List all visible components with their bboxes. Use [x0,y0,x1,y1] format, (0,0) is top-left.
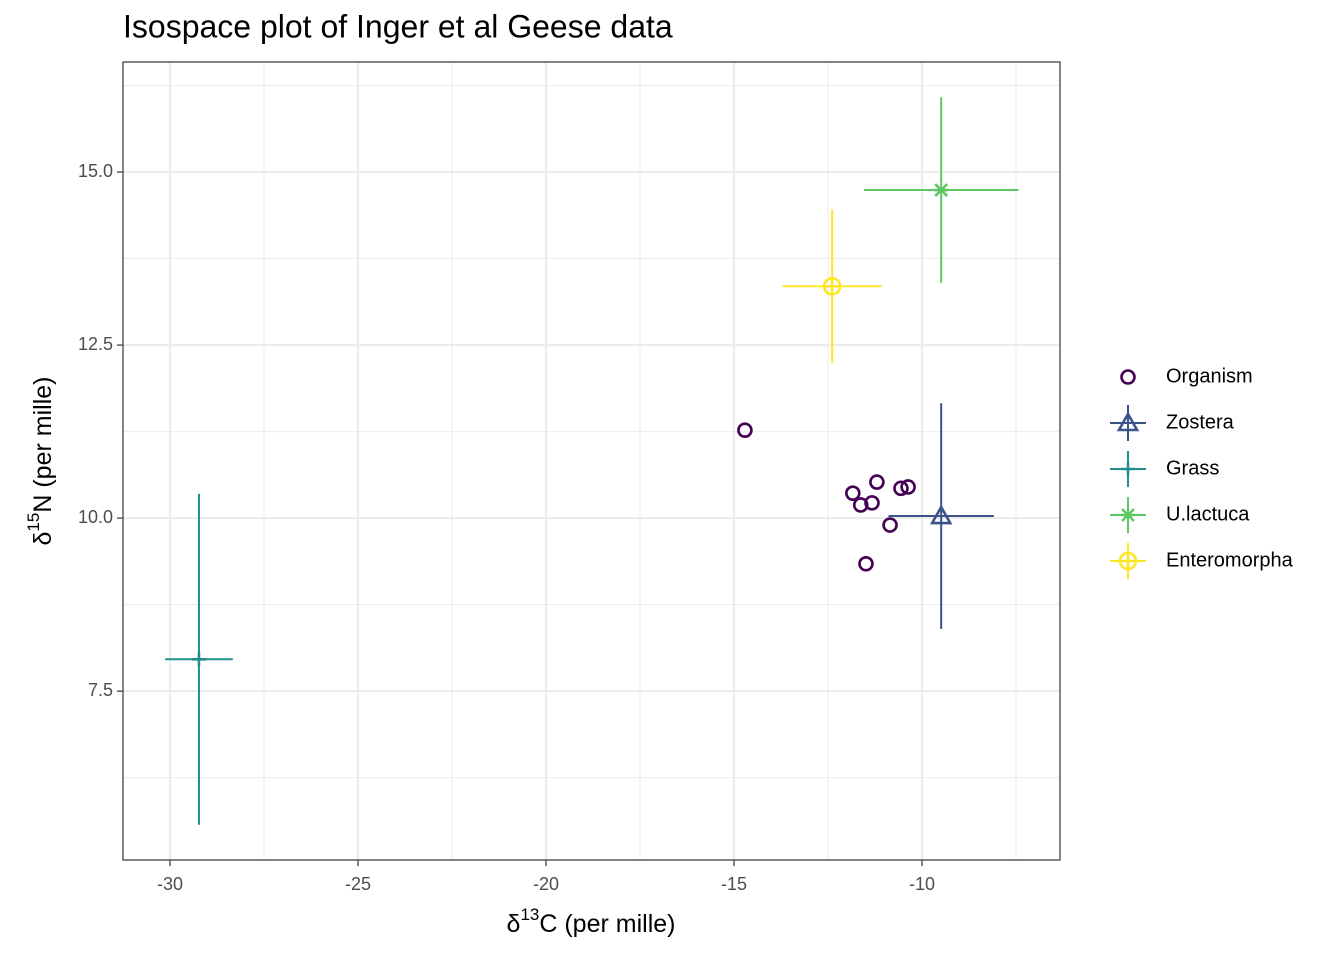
point [893,480,909,497]
plot-border [122,61,1061,861]
point [882,517,898,533]
y-label-sup: 15 [24,513,43,532]
point [191,652,206,667]
y-label-text: N (per mille) [29,377,57,513]
legend-label: Organism [1166,365,1253,387]
point [869,474,885,490]
legend-label: Grass [1166,457,1219,479]
legend-item: Zostera [1110,405,1235,441]
grid [123,62,1060,860]
legend-item: Grass [1110,451,1219,487]
x-tick-label: -10 [909,874,935,894]
y-tick-label: 12.5 [78,334,113,354]
x-axis-title: δ13C (per mille) [507,905,676,937]
series [782,209,882,364]
y-label-symbol: δ [29,532,57,546]
point [864,495,880,511]
series [888,403,994,629]
point [934,183,949,197]
legend-item: U.lactuca [1110,497,1250,533]
x-label-symbol: δ [507,910,521,938]
chart-title: Isospace plot of Inger et al Geese data [123,8,673,44]
point [858,555,874,572]
point [822,277,842,296]
legend-label: Enteromorpha [1166,549,1294,571]
legend-key [1121,462,1135,476]
point [737,422,753,439]
x-tick-label: -30 [157,874,183,894]
point [852,497,869,513]
legend-key [1120,369,1136,385]
x-tick-label: -20 [533,874,559,894]
legend-item: Organism [1120,365,1253,387]
series [864,97,1019,283]
y-axis-title: δ15N (per mille) [24,377,56,546]
legend-key [1121,508,1135,522]
y-tick-label: 7.5 [88,680,113,700]
x-label-text: C (per mille) [539,910,675,938]
x-label-sup: 13 [520,905,539,924]
x-tick-label: -25 [345,874,371,894]
series [165,493,233,825]
point [929,504,953,525]
legend-key [1116,411,1140,432]
legend-label: U.lactuca [1166,503,1250,525]
series [737,422,916,572]
y-tick-label: 10.0 [78,507,113,527]
legend-item: Enteromorpha [1110,543,1294,579]
point [845,485,861,501]
x-tick-label: -15 [721,874,747,894]
legend-label: Zostera [1166,411,1235,433]
y-tick-label: 15.0 [78,161,113,181]
legend-key [1118,551,1138,571]
point [900,479,916,495]
